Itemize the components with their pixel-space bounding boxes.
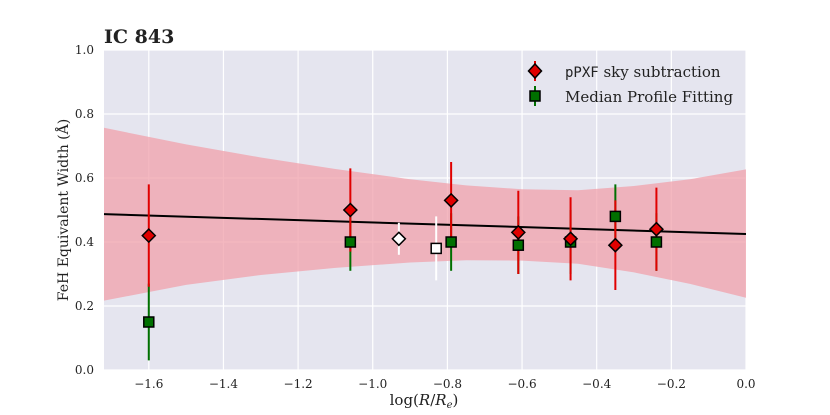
ppxf-point: [510, 224, 526, 240]
ppxf-point: [141, 228, 157, 244]
x-tick-label: −1.4: [209, 377, 239, 391]
ppxf-point: [563, 231, 579, 247]
y-tick-label: 0.0: [75, 363, 94, 377]
excluded-diamond-point: [391, 231, 407, 247]
median-point: [344, 236, 357, 248]
y-tick-labels: 0.0 0.2 0.4 0.6 0.8 1.0: [75, 43, 94, 377]
median-point: [143, 316, 155, 328]
median-point: [650, 236, 663, 248]
x-tick-label: −1.0: [358, 377, 387, 391]
x-tick-label: −1.2: [284, 377, 313, 391]
x-tick-label: −1.6: [134, 377, 163, 391]
grid: [104, 49, 747, 371]
legend-ppxf-label: pPXF sky subtraction: [565, 63, 721, 81]
x-tick-labels: −1.6 −1.4 −1.2 −1.0 −0.8 −0.6 −0.4 −0.2 0.0: [134, 377, 755, 391]
median-point: [512, 239, 525, 251]
x-tick-label: −0.6: [507, 377, 536, 391]
legend-entry-ppxf: pPXF sky subtraction: [527, 61, 721, 81]
legend-median-label: Median Profile Fitting: [565, 88, 733, 106]
y-tick-label: 0.4: [75, 235, 94, 249]
y-tick-label: 1.0: [75, 43, 94, 57]
legend-entry-median: Median Profile Fitting: [529, 86, 733, 106]
fit-line: [103, 213, 747, 235]
x-tick-label: −0.8: [433, 377, 462, 391]
ppxf-point: [342, 202, 358, 218]
x-tick-label: −0.4: [582, 377, 612, 391]
excluded-square-point: [430, 242, 442, 255]
y-axis-label: FeH Equivalent Width (Å): [54, 119, 72, 301]
ppxf-point: [443, 192, 459, 208]
x-tick-label: −0.2: [657, 377, 686, 391]
median-point: [609, 210, 622, 223]
chart-title: IC 843: [104, 26, 174, 48]
confidence-band: [104, 127, 746, 301]
legend-square-icon: [529, 90, 541, 102]
y-tick-label: 0.6: [75, 171, 94, 185]
legend: pPXF sky subtraction Median Profile Fitt…: [527, 61, 733, 106]
legend-diamond-icon: [527, 62, 543, 80]
median-point: [445, 236, 457, 248]
x-axis-label: log(R/Re): [390, 391, 459, 411]
data-points: [141, 162, 664, 361]
y-tick-label: 0.8: [75, 107, 94, 121]
x-tick-label: 0.0: [736, 377, 755, 391]
y-tick-label: 0.2: [75, 299, 94, 313]
ppxf-point: [607, 237, 623, 253]
ppxf-point: [648, 221, 664, 237]
